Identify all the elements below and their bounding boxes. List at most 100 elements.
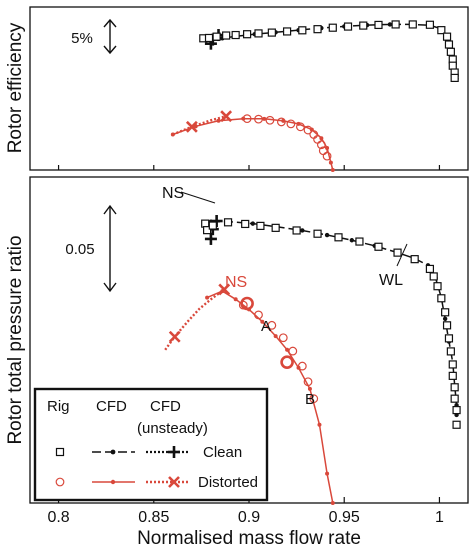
pressure-ratio-clean-rig-point [334, 233, 343, 242]
pressure-ratio-clean-cfd-line [210, 220, 458, 415]
point-b-label: B [305, 391, 315, 408]
efficiency-distorted-cfd-point [328, 160, 333, 165]
x-axis: 0.8 0.85 0.9 0.95 1 [47, 165, 444, 526]
efficiency-scale-arrow [103, 18, 117, 55]
pressure-ratio-distorted-cfd-point [307, 386, 312, 391]
x-tick-label: 1 [435, 509, 444, 526]
pressure-ratio-distorted-unsteady-marker-b [168, 330, 181, 343]
efficiency-distorted-cfd-point [216, 118, 221, 123]
pressure-ratio-distorted-rig-point [254, 310, 263, 320]
legend-distorted-unsteady-marker [168, 476, 180, 488]
x-tick-label: 0.85 [138, 509, 169, 526]
efficiency-distorted-rig-point [254, 114, 263, 124]
efficiency-clean-rig-point [313, 25, 322, 34]
point-a-label: A [261, 318, 271, 335]
efficiency-distorted-cfd-point [330, 168, 335, 172]
efficiency-clean-rig-point [328, 23, 337, 32]
pressure-ratio-clean-rig-point [374, 242, 383, 251]
legend-label-clean: Clean [203, 444, 242, 461]
efficiency-clean-rig-point [444, 40, 454, 49]
pressure-ratio-clean-rig-point [441, 308, 450, 317]
efficiency-distorted-unsteady-marker-b [220, 110, 233, 123]
efficiency-distorted-cfd-line [172, 117, 334, 171]
legend-header-unsteady-note: (unsteady) [137, 420, 208, 437]
pressure-ratio-clean-rig-point [448, 360, 457, 369]
efficiency-clean-cfd-point [387, 22, 393, 27]
pressure-ratio-distorted-rig-point [297, 361, 307, 371]
pressure-ratio-distorted-rig-point [278, 333, 288, 343]
efficiency-scale-label: 5% [71, 30, 93, 47]
legend-header-rig: Rig [47, 398, 70, 415]
pressure-ratio-clean-rig-point [271, 223, 280, 232]
pressure-ratio-distorted-cfd-point [317, 422, 322, 427]
x-axis-label: Normalised mass flow rate [137, 528, 361, 549]
efficiency-clean-rig-point [231, 30, 240, 40]
legend-clean-unsteady-marker [168, 446, 180, 458]
efficiency-distorted-unsteady-marker [220, 110, 233, 123]
efficiency-clean-rig-point [242, 30, 252, 39]
legend-rows [55, 446, 190, 488]
efficiency-clean-rig-point [343, 22, 353, 31]
efficiency-clean-series [199, 20, 459, 83]
pressure-ratio-clean-rig-point [446, 347, 455, 356]
efficiency-distorted-rig-point [242, 114, 252, 124]
legend-distorted-unsteady-marker-b [168, 476, 180, 488]
pressure-ratio-clean-rig-point [203, 226, 212, 235]
operating-point-a [240, 296, 254, 311]
x-tick-label: 0.9 [238, 509, 260, 526]
pressure-ratio-clean-rig-point [410, 255, 419, 264]
series-layer [164, 20, 461, 505]
efficiency-clean-rig-point [254, 29, 263, 38]
pressure-ratio-distorted-rig-point [303, 377, 313, 387]
efficiency-clean-rig-point [212, 32, 221, 41]
pressure-ratio-clean-rig-point [437, 294, 446, 303]
pressure-ratio-distorted-cfd-point [233, 297, 238, 302]
legend-clean-rig-symbol [55, 447, 65, 457]
pressure-ratio-clean-rig-point [208, 221, 217, 230]
wl-label: WL [379, 272, 403, 289]
legend-clean-cfd-point [110, 449, 116, 455]
legend: Rig CFD CFD (unsteady) Clean Distorted [33, 387, 269, 502]
pressure-ratio-distorted-unsteady-marker [218, 283, 231, 296]
efficiency-clean-rig-point [204, 33, 214, 43]
efficiency-clean-rig-point [298, 26, 307, 35]
efficiency-clean-rig-point [267, 28, 276, 37]
efficiency-clean-rig-point [450, 73, 459, 83]
efficiency-clean-rig-point [446, 47, 455, 56]
pressure-ratio-distorted-cfd-point [330, 501, 335, 505]
efficiency-distorted-unsteady-line [172, 115, 227, 136]
bottom-y-axis-label: Rotor total pressure ratio [5, 235, 26, 444]
x-tick-label: 0.8 [47, 509, 69, 526]
pressure-ratio-clean-rig-point [442, 321, 452, 330]
ns-clean-leader [180, 191, 216, 204]
pressure-ratio-clean-cfd-point [324, 232, 330, 238]
efficiency-clean-rig-point [437, 26, 446, 35]
pressure-ratio-distorted-cfd-line [206, 290, 334, 504]
pressure-ratio-clean-rig-point [448, 371, 457, 380]
pressure-ratio-clean-rig-point [313, 229, 322, 238]
pressure-scale-arrow [103, 204, 117, 293]
pressure-ratio-distorted-rig-point [288, 346, 298, 356]
efficiency-distorted-unsteady-marker [185, 120, 198, 133]
pressure-ratio-clean-rig-point [425, 264, 435, 274]
efficiency-clean-rig-point [282, 27, 292, 36]
pressure-ratio-clean-rig-point [433, 282, 442, 291]
pressure-ratio-clean-rig-point [241, 219, 250, 229]
pressure-ratio-clean-rig-point [429, 272, 438, 281]
pressure-ratio-clean-rig-point [452, 405, 461, 415]
pressure-ratio-distorted-unsteady-marker [168, 330, 181, 343]
efficiency-distorted-series [170, 110, 335, 172]
ns-distorted-label: NS [225, 274, 247, 291]
pressure-ratio-distorted-unsteady-marker-b [218, 283, 231, 296]
efficiency-clean-rig-point [391, 20, 400, 29]
efficiency-distorted-rig-point [265, 115, 275, 125]
efficiency-distorted-cfd-point [262, 116, 267, 121]
efficiency-clean-rig-point [374, 20, 383, 30]
efficiency-distorted-unsteady-marker-b [185, 120, 198, 133]
pressure-scale-label: 0.05 [65, 241, 94, 258]
pressure-ratio-clean-rig-point [223, 218, 233, 227]
ns-clean-label: NS [162, 185, 184, 202]
efficiency-clean-rig-point [442, 32, 452, 41]
efficiency-distorted-rig-point [303, 125, 313, 135]
